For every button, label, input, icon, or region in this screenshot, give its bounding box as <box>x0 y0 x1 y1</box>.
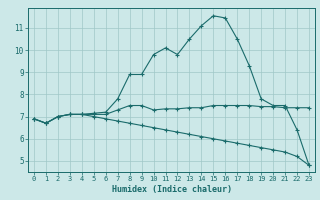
X-axis label: Humidex (Indice chaleur): Humidex (Indice chaleur) <box>111 185 231 194</box>
